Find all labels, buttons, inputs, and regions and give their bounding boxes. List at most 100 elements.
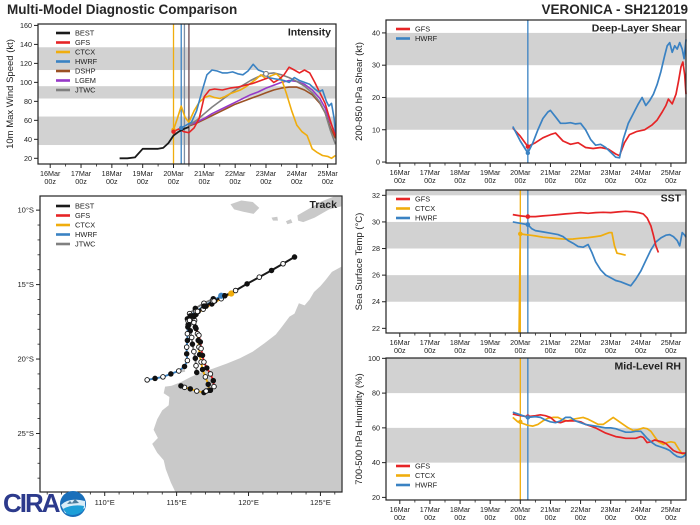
y-tick-label: 30 — [372, 217, 380, 226]
x-tick-label: 00z — [665, 346, 677, 355]
track-marker-filled — [194, 369, 200, 376]
x-tick-label: 00z — [44, 177, 56, 186]
y-tick-label: 80 — [372, 389, 380, 398]
track-marker-open — [194, 308, 201, 315]
x-tick-label: 25Mar — [661, 168, 682, 177]
x-tick-label: 21Mar — [540, 505, 561, 514]
track-marker-open — [194, 388, 200, 394]
y-tick-label: 10 — [372, 125, 380, 134]
track-marker-filled — [210, 377, 217, 384]
series-dot — [525, 144, 531, 149]
x-tick-label: 25Mar — [661, 505, 682, 514]
x-tick-label: 00z — [424, 513, 436, 522]
track-marker-filled — [183, 351, 190, 357]
legend-label: GFS — [415, 462, 430, 471]
track-marker-filled — [152, 375, 158, 382]
legend-label: GFS — [75, 211, 90, 220]
y-axis-label: Sea Surface Temp (°C) — [354, 213, 365, 311]
cira-globe-icon — [59, 490, 86, 517]
x-tick-label: 00z — [454, 346, 466, 355]
x-tick-label: 20Mar — [510, 338, 531, 347]
track-marker-open — [176, 368, 182, 374]
cira-logo: CIRA — [3, 488, 87, 519]
track-marker-filled — [193, 325, 199, 332]
legend-label: HWRF — [75, 230, 98, 239]
shade-band — [386, 97, 686, 130]
track-marker-filled — [244, 281, 250, 287]
x-tick-label: 22Mar — [225, 169, 246, 178]
x-tick-label: 19Mar — [480, 505, 501, 514]
series-dot — [525, 150, 531, 156]
panel-sst: 16Mar00z17Mar00z18Mar00z19Mar00z20Mar00z… — [354, 189, 687, 355]
x-tick-label: 00z — [424, 176, 436, 185]
x-tick-label: 23Mar — [256, 169, 277, 178]
y-tick-label: 20 — [372, 93, 380, 102]
legend-label: HWRF — [415, 34, 438, 43]
x-tick-label: 17Mar — [71, 169, 92, 178]
y-tick-label: 10°S — [17, 206, 34, 215]
y-tick-label: 28 — [372, 244, 380, 253]
x-tick-label: 22Mar — [570, 505, 591, 514]
x-tick-label: 24Mar — [631, 505, 652, 514]
plot-frame — [385, 357, 687, 501]
x-tick-label: 24Mar — [631, 338, 652, 347]
track-marker-filled — [189, 313, 196, 319]
series-gfs — [173, 66, 337, 137]
y-tick-label: 25°S — [17, 429, 34, 438]
x-tick-label: 17Mar — [420, 168, 441, 177]
track-marker-filled — [187, 386, 194, 392]
series-gfs — [512, 413, 686, 454]
x-tick-label: 00z — [545, 176, 557, 185]
x-tick-label: 00z — [635, 513, 647, 522]
x-tick-label: 00z — [424, 346, 436, 355]
track-marker-open — [211, 298, 217, 304]
legend-label: CTCX — [415, 204, 435, 213]
x-tick-label: 23Mar — [600, 168, 621, 177]
x-tick-label: 00z — [575, 176, 587, 185]
legend-label: JTWC — [75, 240, 96, 249]
series-ctcx — [172, 73, 336, 160]
x-tick-label: 00z — [229, 177, 241, 186]
storm-title: VERONICA - SH212019 — [541, 2, 688, 17]
legend-label: DSHP — [75, 67, 96, 76]
track-marker-filled — [199, 352, 206, 359]
x-tick-label: 20Mar — [510, 505, 531, 514]
x-tick-label: 20Mar — [163, 169, 184, 178]
landmass — [271, 216, 278, 221]
x-tick-label: 20Mar — [510, 168, 531, 177]
legend-label: BEST — [75, 29, 95, 38]
shade-band — [386, 32, 686, 66]
x-tick-label: 00z — [484, 513, 496, 522]
track-marker-open — [183, 344, 190, 350]
track-marker-open — [198, 345, 204, 352]
legend-label: GFS — [415, 195, 430, 204]
y-tick-label: 140 — [20, 40, 32, 49]
y-tick-label: 26 — [372, 271, 380, 280]
panel-track: 110°E 115°E 120°E 125°E 10°S 15°S 20°S 25°S Trac… — [17, 195, 343, 507]
shade-band — [386, 275, 686, 302]
shade-band — [38, 116, 336, 146]
legend-label: CTCX — [415, 471, 435, 480]
panel-shear: 16Mar00z17Mar00z18Mar00z19Mar00z20Mar00z… — [354, 19, 687, 185]
x-tick-label: 21Mar — [540, 168, 561, 177]
x-tick-label: 00z — [635, 346, 647, 355]
track-best — [187, 256, 296, 325]
track-marker-filled — [197, 339, 204, 345]
y-axis-label: 10m Max Wind Speed (kt) — [5, 39, 16, 149]
y-tick-label: 40 — [372, 458, 380, 467]
x-tick-label: 23Mar — [600, 338, 621, 347]
x-tick-label: 18Mar — [450, 338, 471, 347]
x-tick-label: 115°E — [167, 498, 187, 507]
track-marker-open — [280, 260, 286, 267]
track-marker-filled — [168, 371, 174, 377]
x-tick-label: 120°E — [238, 498, 259, 507]
x-tick-label: 24Mar — [631, 168, 652, 177]
legend-label: CTCX — [75, 48, 95, 57]
track-marker-filled — [186, 322, 192, 328]
x-tick-label: 00z — [665, 513, 677, 522]
x-tick-label: 25Mar — [317, 169, 338, 178]
x-tick-label: 00z — [291, 177, 303, 186]
legend-label: GFS — [75, 38, 90, 47]
